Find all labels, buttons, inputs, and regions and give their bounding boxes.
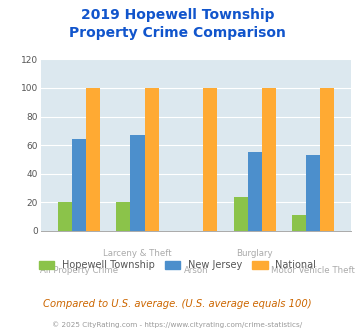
Bar [248, 152, 262, 231]
Bar [131, 135, 144, 231]
Text: Burglary: Burglary [236, 249, 273, 258]
Text: 2019 Hopewell Township
Property Crime Comparison: 2019 Hopewell Township Property Crime Co… [69, 8, 286, 40]
Bar [86, 88, 100, 231]
Bar [203, 88, 217, 231]
Bar [320, 88, 334, 231]
Text: All Property Crime: All Property Crime [40, 266, 118, 275]
Text: Motor Vehicle Theft: Motor Vehicle Theft [272, 266, 355, 275]
Text: Compared to U.S. average. (U.S. average equals 100): Compared to U.S. average. (U.S. average … [43, 299, 312, 309]
Text: © 2025 CityRating.com - https://www.cityrating.com/crime-statistics/: © 2025 CityRating.com - https://www.city… [53, 322, 302, 328]
Legend: Hopewell Township, New Jersey, National: Hopewell Township, New Jersey, National [35, 256, 320, 274]
Bar [72, 140, 86, 231]
Text: Arson: Arson [184, 266, 208, 275]
Bar [234, 197, 248, 231]
Bar [306, 155, 320, 231]
Bar [262, 88, 276, 231]
Text: Larceny & Theft: Larceny & Theft [103, 249, 172, 258]
Bar [292, 215, 306, 231]
Bar [116, 202, 131, 231]
Bar [58, 202, 72, 231]
Bar [144, 88, 159, 231]
